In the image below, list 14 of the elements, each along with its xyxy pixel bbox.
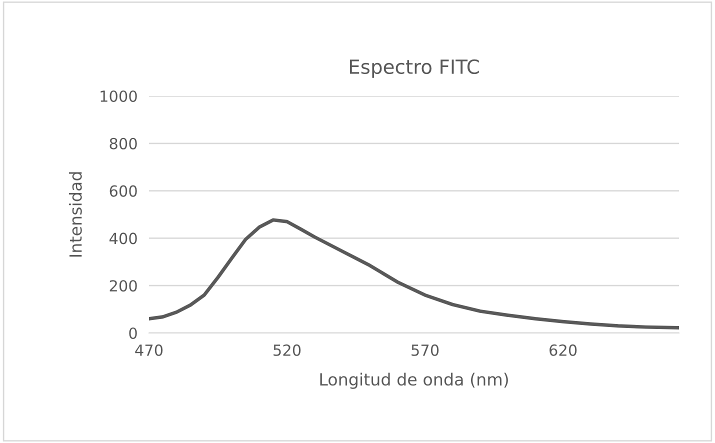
line-series (149, 218, 679, 330)
y-tick-label: 800 (110, 138, 137, 150)
y-axis-title: Intensidad (68, 172, 82, 257)
x-tick-label: 570 (412, 344, 439, 356)
x-tick-label: 470 (135, 344, 163, 356)
chart-title: Espectro FITC (350, 59, 479, 78)
x-tick-label: 620 (550, 344, 577, 356)
y-tick-label: 1000 (100, 90, 137, 102)
y-tick-label: 600 (110, 185, 137, 197)
y-tick-label: 0 (129, 327, 137, 340)
y-tick-label: 400 (109, 232, 137, 244)
y-tick-label: 200 (110, 280, 137, 292)
x-axis-title: Longitud de onda (nm) (320, 372, 508, 389)
x-tick-label: 520 (274, 344, 301, 356)
